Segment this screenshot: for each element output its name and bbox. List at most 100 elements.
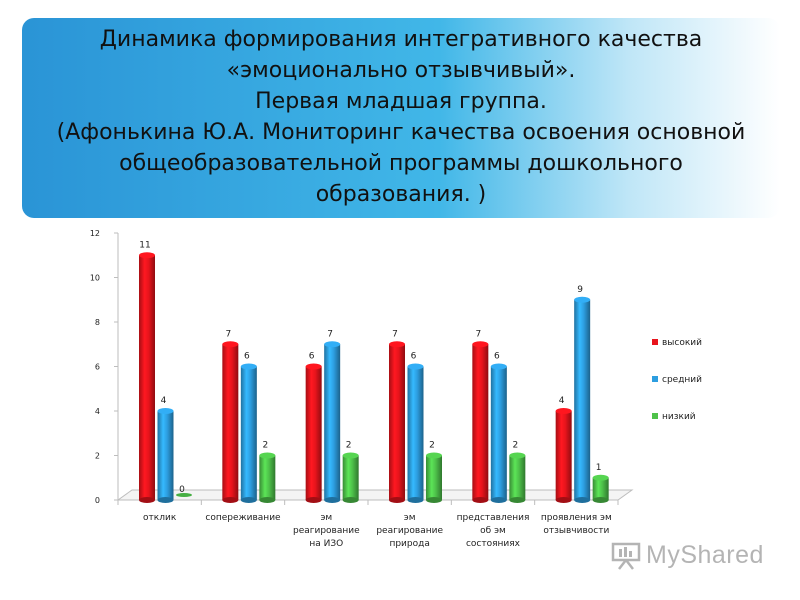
bar-base [324,497,341,503]
bar-base [592,497,609,503]
category-label-4-1: об эм [480,526,506,536]
bar-5-1 [574,296,591,503]
bar-body [509,455,526,500]
bar-5-0 [555,408,572,503]
y-tick-label-5: 10 [90,274,100,283]
bar-base [157,497,174,503]
data-label-5-1: 9 [577,285,583,295]
bar-top [426,452,442,459]
bar-top [259,452,276,459]
y-tick-label-1: 2 [95,452,100,461]
bar-body [472,344,489,500]
data-label-1-1: 6 [244,352,250,362]
category-label-5-1: отзывчивости [543,526,609,536]
data-label-0-1: 4 [161,396,167,406]
bar-base [222,497,239,503]
slide-title: Динамика формирования интегративного кач… [22,24,780,210]
bar-body [240,366,257,500]
bar-4-2 [509,452,526,503]
bar-3-2 [426,452,442,503]
bar-top [240,363,257,370]
presentation-board-icon [611,542,641,570]
bar-base [490,497,507,503]
y-tick-label-3: 6 [95,363,100,372]
bar-0-2 [176,493,192,497]
data-label-5-2: 1 [596,463,602,473]
bar-1-0 [222,341,239,503]
bar-base [389,497,405,503]
bar-top [472,341,489,348]
bar-4-0 [472,341,489,503]
y-tick-label-4: 8 [95,318,100,327]
legend-label-0: высокий [662,338,702,348]
bar-base [426,497,442,503]
bar-base [342,497,359,503]
bar-body [592,477,609,500]
bar-base [139,497,155,503]
data-label-3-2: 2 [429,441,435,451]
legend-swatch-1 [652,376,658,382]
bar-body [426,455,442,500]
bar-top [490,363,507,370]
title-line-1: Динамика формирования интегративного кач… [99,27,703,52]
bar-3-0 [389,341,405,503]
bar-body [574,299,591,500]
bar-body [324,344,341,500]
data-label-0-2: 0 [179,485,185,495]
data-label-2-2: 2 [346,441,352,451]
title-line-5: общеобразовательной программы дошкольног… [119,151,683,176]
legend-label-1: средний [662,375,702,385]
bar-base [407,497,424,503]
bar-body [157,411,174,500]
bar-2-0 [305,363,322,503]
bar-top [139,252,155,259]
bar-base [305,497,322,503]
bar-base [240,497,257,503]
category-label-3-2: природа [389,539,429,549]
title-line-4: (Афонькина Ю.А. Мониторинг качества осво… [56,120,746,145]
bar-top [592,474,609,481]
bar-body [259,455,276,500]
category-label-2-1: реагирование [293,526,360,536]
data-label-5-0: 4 [559,396,565,406]
title-line-3: Первая младшая группа. [255,89,547,114]
bar-top [305,363,322,370]
bar-body [222,344,239,500]
data-label-4-1: 6 [494,352,500,362]
bar-base [509,497,526,503]
bar-body [490,366,507,500]
bar-top [509,452,526,459]
data-label-1-2: 2 [262,441,268,451]
bar-2-1 [324,341,341,503]
data-label-4-0: 7 [475,329,481,339]
bar-top [407,363,424,370]
category-label-1-0: сопереживание [205,513,281,523]
bar-base [472,497,489,503]
legend-swatch-0 [652,339,658,345]
bar-base [555,497,572,503]
category-label-4-2: состояниях [466,539,521,549]
watermark-text: MyShared [646,540,764,569]
bar-body [389,344,405,500]
data-label-1-0: 7 [225,329,231,339]
bar-1-1 [240,363,257,503]
bar-body [139,255,155,500]
data-label-3-1: 6 [411,352,417,362]
title-line-6: образования. ) [315,182,487,207]
bar-top [342,452,359,459]
y-tick-label-6: 12 [90,229,100,238]
bar-top [555,408,572,414]
bar-4-1 [490,363,507,503]
bar-top [389,341,405,348]
legend-swatch-2 [652,413,658,419]
y-tick-label-2: 4 [95,407,100,416]
bar-body [555,411,572,500]
bar-flat [176,493,192,497]
bar-1-2 [259,452,276,503]
category-label-0-0: отклик [143,513,177,523]
bar-top [157,408,174,414]
bar-top [222,341,239,348]
chart-floor [116,489,634,501]
bar-body [407,366,424,500]
